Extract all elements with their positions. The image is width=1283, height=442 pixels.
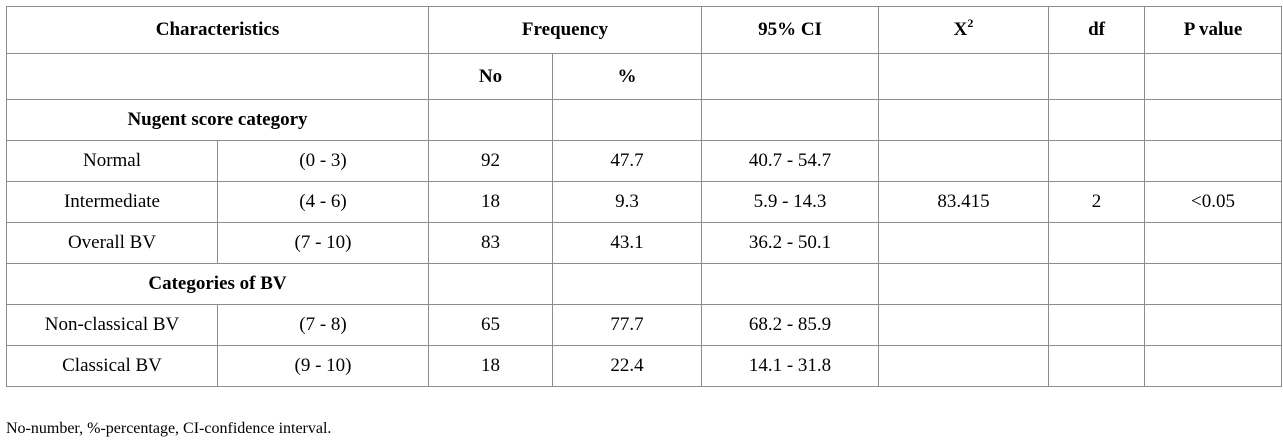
table-row: Intermediate (4 - 6) 18 9.3 5.9 - 14.3 8…	[6, 181, 1283, 223]
header-ci: 95% CI	[701, 6, 880, 54]
row-range: (4 - 6)	[217, 181, 429, 223]
section-row: Categories of BV	[6, 263, 1283, 305]
empty-cell	[878, 222, 1050, 264]
row-percent: 22.4	[551, 345, 703, 387]
empty-cell	[1144, 304, 1283, 346]
empty-cell	[1048, 140, 1146, 182]
row-ci: 14.1 - 31.8	[701, 345, 880, 387]
section-title: Nugent score category	[6, 99, 429, 141]
footnote: No-number, %-percentage, CI-confidence i…	[6, 420, 332, 437]
subheader-empty	[6, 53, 429, 100]
df-value: 2	[1048, 181, 1146, 223]
p-value: <0.05	[1144, 181, 1283, 223]
row-no: 18	[428, 345, 553, 387]
chi-square-value: 83.415	[878, 181, 1050, 223]
empty-cell	[1144, 263, 1283, 305]
empty-cell	[1144, 53, 1283, 100]
empty-cell	[878, 263, 1050, 305]
row-ci: 68.2 - 85.9	[701, 304, 880, 346]
empty-cell	[428, 99, 553, 141]
header-chi-square: X2	[878, 6, 1050, 54]
header-row: Characteristics Frequency 95% CI X2 df P…	[6, 6, 1283, 54]
row-percent: 43.1	[551, 222, 703, 264]
row-no: 92	[428, 140, 553, 182]
row-no: 65	[428, 304, 553, 346]
section-title: Categories of BV	[6, 263, 429, 305]
empty-cell	[701, 53, 880, 100]
chi-superscript: 2	[967, 16, 974, 30]
row-no: 18	[428, 181, 553, 223]
empty-cell	[1048, 345, 1146, 387]
empty-cell	[1048, 304, 1146, 346]
empty-cell	[551, 263, 703, 305]
empty-cell	[428, 263, 553, 305]
table-row: Non-classical BV (7 - 8) 65 77.7 68.2 - …	[6, 304, 1283, 346]
header-frequency: Frequency	[427, 6, 703, 54]
empty-cell	[1144, 222, 1283, 264]
empty-cell	[878, 99, 1050, 141]
table-row: Classical BV (9 - 10) 18 22.4 14.1 - 31.…	[6, 345, 1283, 387]
empty-cell	[1048, 99, 1146, 141]
row-ci: 5.9 - 14.3	[701, 181, 880, 223]
row-ci: 36.2 - 50.1	[701, 222, 880, 264]
empty-cell	[1144, 345, 1283, 387]
row-label: Intermediate	[6, 181, 218, 223]
row-range: (7 - 8)	[217, 304, 429, 346]
table-row: Normal (0 - 3) 92 47.7 40.7 - 54.7	[6, 140, 1283, 182]
empty-cell	[878, 140, 1050, 182]
header-characteristics: Characteristics	[6, 6, 429, 54]
subheader-row: No %	[6, 53, 1283, 100]
row-label: Non-classical BV	[6, 304, 218, 346]
row-label: Normal	[6, 140, 218, 182]
header-df: df	[1048, 6, 1146, 54]
empty-cell	[878, 53, 1050, 100]
row-no: 83	[428, 222, 553, 264]
chi-base: X	[953, 19, 968, 40]
row-percent: 9.3	[551, 181, 703, 223]
section-row: Nugent score category	[6, 99, 1283, 141]
empty-cell	[878, 304, 1050, 346]
row-label: Overall BV	[6, 222, 218, 264]
header-p-value: P value	[1144, 6, 1283, 54]
empty-cell	[878, 345, 1050, 387]
statistics-table: Characteristics Frequency 95% CI X2 df P…	[6, 6, 1283, 387]
row-range: (7 - 10)	[217, 222, 429, 264]
row-range: (0 - 3)	[217, 140, 429, 182]
subheader-percent: %	[551, 53, 703, 100]
empty-cell	[1048, 222, 1146, 264]
empty-cell	[1048, 53, 1146, 100]
empty-cell	[701, 99, 880, 141]
empty-cell	[1144, 140, 1283, 182]
empty-cell	[1048, 263, 1146, 305]
empty-cell	[551, 99, 703, 141]
empty-cell	[1144, 99, 1283, 141]
table-row: Overall BV (7 - 10) 83 43.1 36.2 - 50.1	[6, 222, 1283, 264]
row-range: (9 - 10)	[217, 345, 429, 387]
row-percent: 77.7	[551, 304, 703, 346]
empty-cell	[701, 263, 880, 305]
row-label: Classical BV	[6, 345, 218, 387]
subheader-no: No	[428, 53, 553, 100]
row-percent: 47.7	[551, 140, 703, 182]
row-ci: 40.7 - 54.7	[701, 140, 880, 182]
